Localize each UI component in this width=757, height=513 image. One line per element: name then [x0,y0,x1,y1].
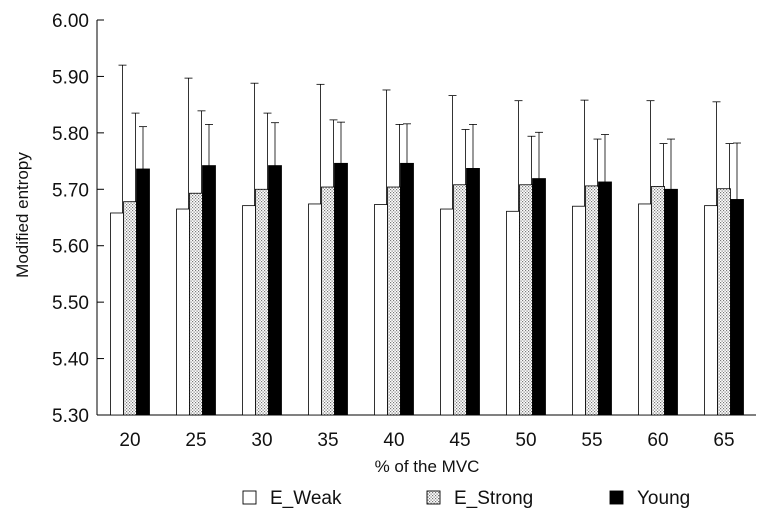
bar [730,199,744,416]
bar-group-20-Young [136,126,150,416]
bar [268,165,282,416]
bar [387,186,401,416]
x-tick-label: 40 [383,430,404,451]
bar-group-55-Young [598,134,612,416]
x-tick-label: 35 [317,430,338,451]
bar [532,178,546,416]
legend-label: E_Weak [270,488,342,509]
bar [440,208,454,416]
bar [466,168,480,416]
bar [585,185,599,416]
bar-group-20-E_Weak [110,64,127,416]
bar [334,162,348,416]
legend-item-Young: Young [609,488,690,509]
x-tick-label: 20 [119,430,140,451]
legend-swatch [242,490,257,505]
legend-item-E_Weak: E_Weak [242,488,342,509]
legend-item-E_Strong: E_Strong [426,488,533,509]
bar [176,208,190,416]
legend: E_Weak E_Strong Young [242,488,690,509]
bar [136,168,150,416]
x-tick-label: 45 [449,430,470,451]
y-tick-label: 5.40 [52,350,89,371]
bar [308,203,322,416]
bar-group-50-Young [532,131,546,416]
legend-label: E_Strong [454,488,533,509]
y-tick-label: 5.30 [52,406,89,427]
bar [664,188,678,416]
y-tick-labels: 5.30 5.40 5.50 5.60 5.70 5.80 5.90 6.00 [52,11,89,427]
y-tick-label: 5.70 [52,180,89,201]
x-tick-label: 25 [185,430,206,451]
bar [321,186,335,416]
y-tick-label: 5.60 [52,237,89,258]
bar [242,205,256,416]
bar-group-60-Young [664,138,678,416]
bar [453,184,467,416]
bar-group-40-Young [400,123,414,416]
y-tick-label: 6.00 [52,11,89,32]
bar [255,188,269,416]
bar-group-45-Young [466,123,480,416]
bar [110,212,124,416]
bar-group-35-E_Strong [321,119,338,416]
y-tick-label: 5.50 [52,293,89,314]
legend-swatch [426,490,441,505]
bar-group-30-E_Weak [242,82,259,416]
bar-group-20-E_Strong [123,112,140,416]
bar [506,210,520,416]
bar [651,186,665,416]
bar [123,201,137,416]
bar [400,162,414,416]
bar [638,203,652,416]
bar-group-25-Young [202,123,216,416]
bar [704,205,718,416]
legend-swatch [609,490,624,505]
bar [202,165,216,416]
x-tick-label: 30 [251,430,272,451]
bar-group-25-E_Strong [189,110,206,416]
bar [519,184,533,416]
y-tick-label: 5.80 [52,124,89,145]
bar-group-30-Young [268,122,282,416]
y-tick-label: 5.90 [52,67,89,88]
bar [189,192,203,416]
bar-group-65-Young [730,142,744,416]
bar-group-65-E_Strong [717,143,734,416]
x-tick-label: 65 [713,430,734,451]
x-axis-label: % of the MVC [375,457,480,476]
bar [717,188,731,416]
x-tick-label: 50 [515,430,536,451]
legend-label: Young [637,488,690,509]
bar [572,205,586,416]
x-tick-label: 60 [647,430,668,451]
y-axis-label: Modified entropy [13,152,32,278]
bars [110,64,744,416]
bar-group-35-Young [334,121,348,416]
bar [598,181,612,416]
bar [374,204,388,416]
x-tick-labels: 20 25 30 35 40 45 50 55 60 65 [119,430,734,451]
x-tick-label: 55 [581,430,602,451]
